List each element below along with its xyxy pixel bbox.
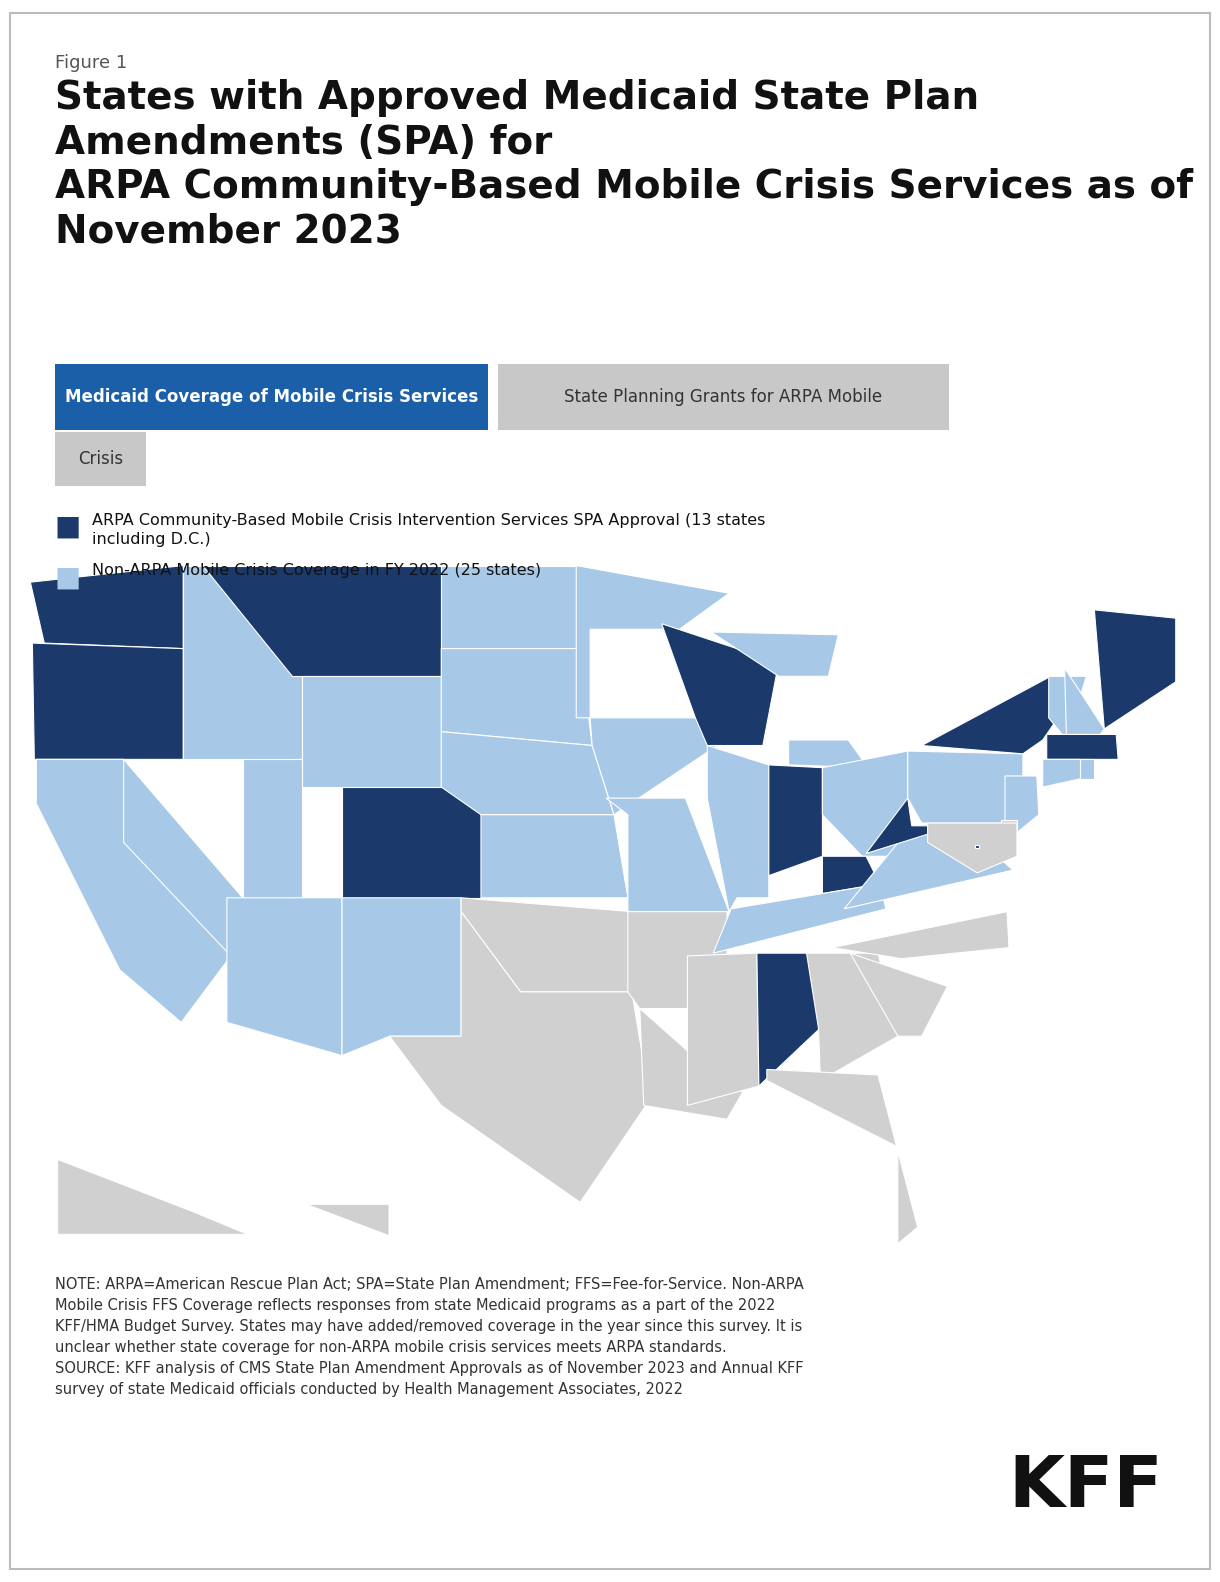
Polygon shape: [30, 565, 183, 649]
Polygon shape: [844, 826, 1013, 908]
Polygon shape: [57, 1160, 246, 1234]
Text: ARPA Community-Based Mobile Crisis Intervention Services SPA Approval (13 states: ARPA Community-Based Mobile Crisis Inter…: [92, 513, 765, 547]
Polygon shape: [37, 759, 231, 1022]
Polygon shape: [227, 897, 342, 1055]
Polygon shape: [628, 911, 727, 1009]
Polygon shape: [442, 731, 614, 815]
Polygon shape: [606, 797, 730, 911]
Text: ■: ■: [55, 513, 82, 541]
Text: States with Approved Medicaid State Plan
Amendments (SPA) for
ARPA Community-Bas: States with Approved Medicaid State Plan…: [55, 79, 1193, 252]
Polygon shape: [1065, 668, 1104, 740]
Polygon shape: [769, 764, 822, 875]
Polygon shape: [731, 856, 880, 908]
Polygon shape: [806, 952, 898, 1081]
Polygon shape: [711, 631, 838, 676]
Polygon shape: [1002, 819, 1017, 856]
Polygon shape: [708, 745, 769, 911]
Polygon shape: [203, 565, 442, 676]
Polygon shape: [788, 740, 869, 767]
Polygon shape: [123, 759, 243, 956]
Polygon shape: [33, 642, 183, 759]
Text: Medicaid Coverage of Mobile Crisis Services: Medicaid Coverage of Mobile Crisis Servi…: [65, 388, 478, 407]
Polygon shape: [921, 676, 1087, 753]
Polygon shape: [442, 565, 581, 649]
Polygon shape: [927, 823, 1017, 873]
Polygon shape: [1094, 609, 1176, 729]
Polygon shape: [866, 797, 964, 853]
Polygon shape: [1047, 734, 1119, 759]
Polygon shape: [639, 1009, 743, 1120]
Polygon shape: [767, 1069, 917, 1243]
Polygon shape: [183, 565, 303, 759]
Polygon shape: [461, 897, 632, 992]
Polygon shape: [590, 718, 717, 815]
Polygon shape: [850, 952, 948, 1036]
Text: ■: ■: [55, 563, 82, 592]
Text: Crisis: Crisis: [78, 449, 123, 468]
Polygon shape: [756, 952, 820, 1085]
Polygon shape: [714, 884, 886, 952]
Polygon shape: [832, 911, 1009, 959]
Polygon shape: [576, 565, 730, 718]
Polygon shape: [481, 815, 628, 897]
Text: KFF: KFF: [1008, 1452, 1163, 1522]
Polygon shape: [1043, 759, 1081, 786]
Polygon shape: [661, 623, 778, 745]
Polygon shape: [342, 786, 481, 897]
Text: Figure 1: Figure 1: [55, 54, 127, 71]
Text: State Planning Grants for ARPA Mobile: State Planning Grants for ARPA Mobile: [565, 388, 882, 407]
Text: NOTE: ARPA=American Rescue Plan Act; SPA=State Plan Amendment; FFS=Fee-for-Servi: NOTE: ARPA=American Rescue Plan Act; SPA…: [55, 1277, 804, 1397]
Polygon shape: [908, 751, 1022, 823]
Polygon shape: [389, 911, 650, 1202]
Polygon shape: [1081, 759, 1094, 778]
Polygon shape: [822, 751, 908, 856]
Polygon shape: [975, 845, 980, 848]
Text: Non-ARPA Mobile Crisis Coverage in FY 2022 (25 states): Non-ARPA Mobile Crisis Coverage in FY 20…: [92, 563, 540, 577]
Polygon shape: [342, 897, 461, 1055]
Polygon shape: [1049, 676, 1087, 740]
Polygon shape: [243, 759, 303, 897]
Polygon shape: [442, 649, 592, 745]
Polygon shape: [307, 1204, 389, 1236]
Polygon shape: [687, 952, 759, 1106]
Polygon shape: [303, 676, 442, 786]
Polygon shape: [1005, 775, 1038, 842]
